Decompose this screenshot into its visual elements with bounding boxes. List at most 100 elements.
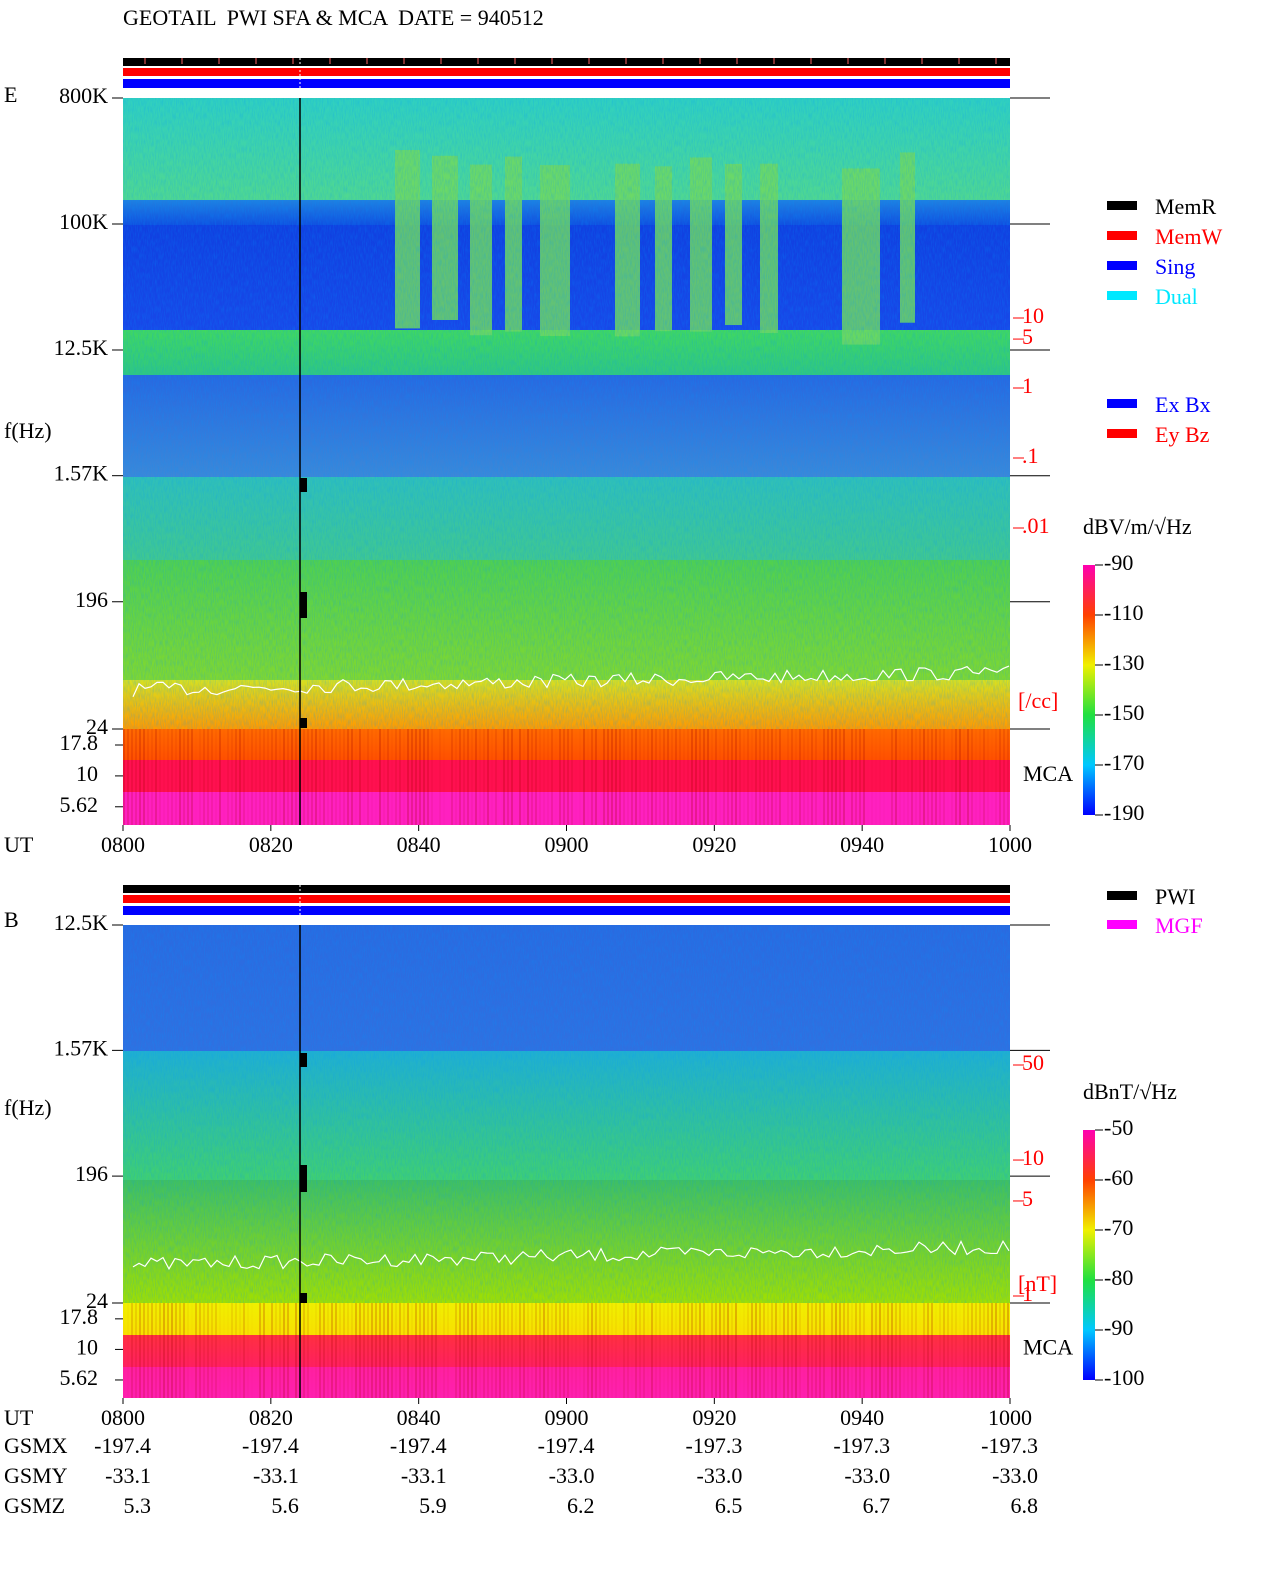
mca-stripe [747,729,749,825]
mca-stripe [399,729,401,825]
mca-stripe [355,1303,357,1398]
mca-stripe [131,729,133,825]
mca-stripe [787,729,789,825]
mca-stripe [943,1303,945,1398]
orbit-value: -197.3 [833,1433,890,1458]
mca-stripe [419,729,421,825]
mca-stripe [899,729,901,825]
mca-stripe [375,1303,377,1398]
mca-stripe [859,729,861,825]
mca-stripe [395,729,397,825]
mca-stripe [195,729,197,825]
orbit-value: -33.0 [844,1463,890,1488]
mca-stripe [691,729,693,825]
x-tick-label: 0800 [101,832,145,857]
x-axis-label: UT [4,832,34,857]
mca-stripe [579,1303,581,1398]
mca-stripe [815,1303,817,1398]
mca-stripe [743,1303,745,1398]
y-tick-label: 196 [75,1161,108,1186]
mca-stripe [575,1303,577,1398]
event-box [300,1165,307,1192]
mca-stripe [563,1303,565,1398]
mca-stripe [435,729,437,825]
mca-stripe [307,729,309,825]
mca-stripe [167,1303,169,1398]
mca-stripe [243,729,245,825]
status-bar [123,885,1010,893]
mca-stripe [147,1303,149,1398]
colorbar [1083,1130,1095,1380]
mca-stripe [891,729,893,825]
mca-stripe [387,729,389,825]
mca-stripe [559,1303,561,1398]
mca-stripe [867,1303,869,1398]
mca-stripe [555,1303,557,1398]
mca-stripe [471,1303,473,1398]
mca-stripe [863,729,865,825]
mca-stripe [159,729,161,825]
mca-tick-label: 5.62 [60,792,99,817]
mca-stripe [587,729,589,825]
mca-stripe [151,729,153,825]
mca-stripe [763,729,765,825]
mca-stripe [799,1303,801,1398]
colorbar-tick-label: -170 [1104,750,1144,775]
legend-label: MemW [1155,224,1222,249]
y2-tick-label: .01 [1022,513,1050,538]
mca-stripe [779,1303,781,1398]
mca-stripe [167,729,169,825]
mca-tick-label: 10 [76,1334,98,1359]
mca-stripe [455,1303,457,1398]
mca-stripe [823,729,825,825]
mca-stripe [275,1303,277,1398]
orbit-label: GSMZ [4,1493,65,1518]
mca-stripe [935,729,937,825]
orbit-value: -33.1 [253,1463,299,1488]
orbit-value: -197.3 [981,1433,1038,1458]
colorbar-tick-label: -70 [1104,1215,1133,1240]
mca-stripe [427,729,429,825]
mca-stripe [395,1303,397,1398]
mca-stripe [267,729,269,825]
mca-stripe [135,729,137,825]
mca-stripe [175,1303,177,1398]
mca-stripe [591,1303,593,1398]
mca-stripe [831,1303,833,1398]
mca-stripe [935,1303,937,1398]
mca-stripe [679,1303,681,1398]
mca-stripe [719,1303,721,1398]
mca-stripe [563,729,565,825]
mca-stripe [739,729,741,825]
mca-stripe [711,729,713,825]
mca-stripe [887,1303,889,1398]
legend-label: Ex Bx [1155,392,1211,417]
mca-stripe [995,1303,997,1398]
mca-stripe [895,1303,897,1398]
mca-stripe [751,1303,753,1398]
mca-stripe [903,729,905,825]
mca-stripe [699,1303,701,1398]
mca-stripe [163,729,165,825]
mca-stripe [487,729,489,825]
mca-stripe [527,1303,529,1398]
mca-stripe [787,1303,789,1398]
mca-stripe [871,1303,873,1398]
mca-stripe [379,1303,381,1398]
status-bar [123,79,1010,88]
mca-stripe [835,1303,837,1398]
mca-stripe [215,729,217,825]
mca-stripe [263,1303,265,1398]
mca-stripe [247,729,249,825]
colorbar-tick-label: -110 [1104,600,1144,625]
mca-stripe [735,729,737,825]
mca-stripe [755,1303,757,1398]
mca-stripe [639,1303,641,1398]
mca-stripe [287,1303,289,1398]
x-tick-label: 0820 [249,832,293,857]
mca-stripe [135,1303,137,1398]
mca-stripe [335,729,337,825]
mca-stripe [631,1303,633,1398]
mca-stripe [739,1303,741,1398]
mca-stripe [919,1303,921,1398]
